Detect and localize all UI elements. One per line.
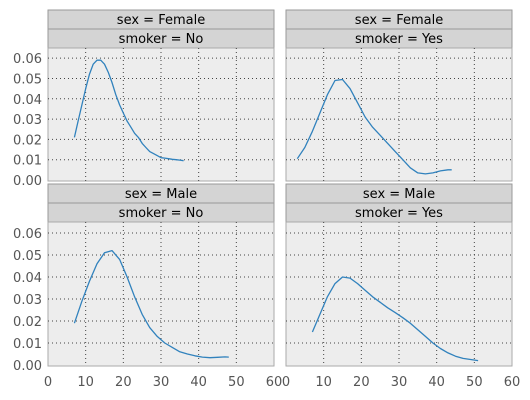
y-tick-label: 0.03 [13,113,42,128]
density-line [73,249,229,359]
density-line [311,276,479,362]
y-tick-label: 0.00 [13,359,42,374]
facet-strip-col-label: smoker = No [119,32,204,47]
facet-panel: sex = Female smoker = Yes [285,9,513,182]
x-tick-label: 30 [391,375,408,390]
x-tick-label: 20 [115,375,132,390]
facet-panel: sex = Female smoker = No [47,9,275,182]
facet-strip-row-label: sex = Male [125,187,197,202]
x-tick-label: 0 [44,375,52,390]
y-tick-label: 0.02 [13,133,42,148]
y-tick-label: 0.06 [13,227,42,242]
x-tick-label: 50 [466,375,483,390]
x-tick-label: 10 [315,375,332,390]
facet-strip-row-label: sex = Female [355,13,443,28]
x-tick-label: 20 [353,375,370,390]
y-tick-label: 0.06 [13,52,42,67]
y-tick-label: 0.04 [13,271,42,286]
facet-strip-row-label: sex = Female [117,13,205,28]
y-tick-label: 0.03 [13,293,42,308]
y-tick-label: 0.02 [13,315,42,330]
x-tick-label: 0 [282,375,290,390]
x-tick-label: 60 [266,375,283,390]
y-tick-label: 0.05 [13,72,42,87]
plot-area [47,47,275,182]
y-tick-label: 0.01 [13,154,42,169]
x-tick-label: 60 [504,375,521,390]
facet-strip-col-label: smoker = Yes [355,32,443,47]
facet-strip-row-label: sex = Male [363,187,435,202]
y-tick-label: 0.00 [13,174,42,189]
x-tick-label: 30 [153,375,170,390]
y-tick-label: 0.04 [13,93,42,108]
facet-panel: sex = Male smoker = No [47,183,275,367]
x-tick-label: 40 [428,375,445,390]
facet-panel: sex = Male smoker = Yes [285,183,513,367]
facet-strip-col-label: smoker = No [119,206,204,221]
y-tick-label: 0.05 [13,249,42,264]
x-tick-label: 10 [77,375,94,390]
density-line [73,59,184,162]
x-tick-label: 50 [228,375,245,390]
plot-area [285,47,513,182]
y-tick-label: 0.01 [13,337,42,352]
x-tick-label: 40 [190,375,207,390]
facet-strip-col-label: smoker = Yes [355,206,443,221]
density-line [296,78,452,175]
